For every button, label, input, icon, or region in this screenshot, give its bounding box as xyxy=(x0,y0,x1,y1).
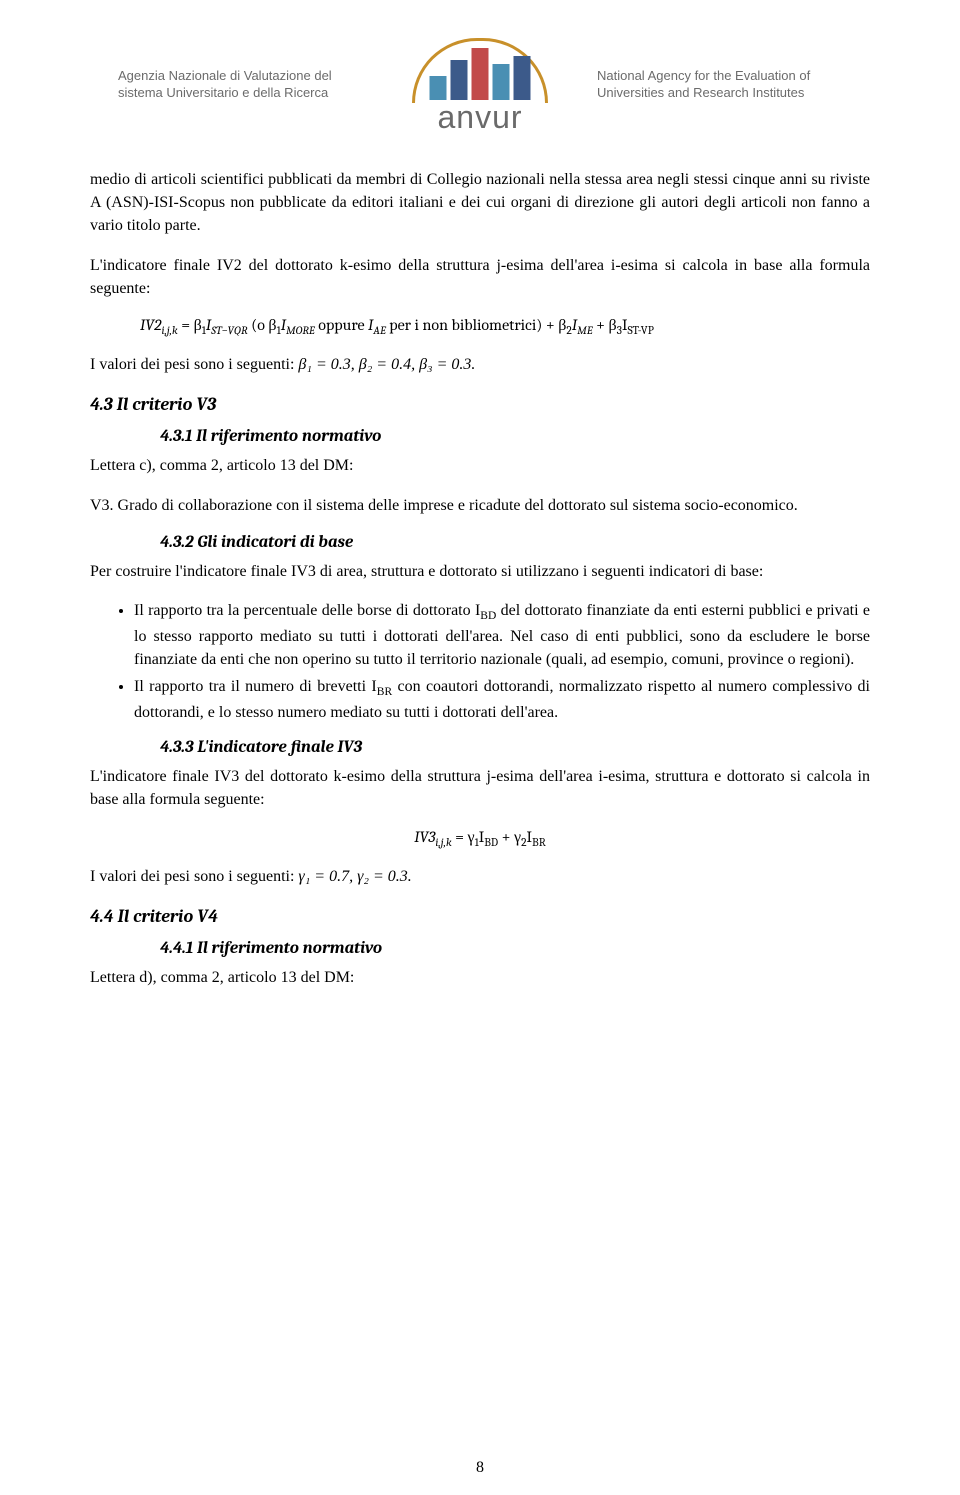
b1-a: Il rapporto tra la percentuale delle bor… xyxy=(134,602,480,619)
heading-4-3-3: 4.3.3 L'indicatore finale IV3 xyxy=(160,738,870,757)
heading-4-3-2: 4.3.2 Gli indicatori di base xyxy=(160,533,870,552)
f1-rest1: per i non bibliometrici) + β xyxy=(386,316,567,334)
header-right-line2: Universities and Research Institutes xyxy=(597,85,804,100)
f2-eq: = γ xyxy=(452,828,475,846)
bullet-list: Il rapporto tra la percentuale delle bor… xyxy=(90,599,870,724)
b2-sub: BR xyxy=(377,686,392,698)
v3-text: V3. Grado di collaborazione con il siste… xyxy=(90,494,870,517)
iv3-final-text: L'indicatore finale IV3 del dottorato k-… xyxy=(90,765,870,811)
page-number: 8 xyxy=(0,1459,960,1477)
heading-4-4: 4.4 Il criterio V4 xyxy=(90,906,870,927)
heading-4-4-1: 4.4.1 Il riferimento normativo xyxy=(160,939,870,958)
header-left-line1: Agenzia Nazionale di Valutazione del xyxy=(118,68,332,83)
f1-eq: = β xyxy=(178,316,202,334)
f1-i1sub: ST−VQR xyxy=(211,324,247,337)
f1-istsub: ST-VP xyxy=(627,324,653,337)
b1-sub: BD xyxy=(480,610,496,622)
f2-prefix: IV3 xyxy=(414,828,435,846)
f1-imoresub: MORE xyxy=(286,324,315,337)
paragraph-2: L'indicatore finale IV2 del dottorato k-… xyxy=(90,254,870,300)
logo-bar-3 xyxy=(472,48,489,100)
lettera-d: Lettera d), comma 2, articolo 13 del DM: xyxy=(90,966,870,989)
logo-text: anvur xyxy=(375,99,585,136)
f1-o: (o β xyxy=(248,316,277,334)
f2-ibrsub: BR xyxy=(532,836,546,849)
document-page: Agenzia Nazionale di Valutazione del sis… xyxy=(0,0,960,1495)
f2-ibdsub: BD xyxy=(484,836,498,849)
logo-bar-2 xyxy=(451,60,468,100)
formula-iv3: IV3i,j,k = γ1IBD + γ2IBR xyxy=(90,828,870,849)
page-header: Agenzia Nazionale di Valutazione del sis… xyxy=(90,30,870,140)
heading-4-3: 4.3 Il criterio V3 xyxy=(90,394,870,415)
iv3-intro: Per costruire l'indicatore finale IV3 di… xyxy=(90,560,870,583)
b2-a: Il rapporto tra il numero di brevetti I xyxy=(134,678,377,695)
f1-iaesub: AE xyxy=(373,324,385,337)
pesi2-vals: γ₁ = 0.7, γ₂ = 0.3. xyxy=(298,868,411,885)
header-right-text: National Agency for the Evaluation of Un… xyxy=(597,68,842,102)
logo-bar-4 xyxy=(493,64,510,100)
f2-sub: i,j,k xyxy=(435,836,451,849)
header-left-text: Agenzia Nazionale di Valutazione del sis… xyxy=(118,68,363,102)
f1-plus: + β xyxy=(593,316,617,334)
pesi-iv2: I valori dei pesi sono i seguenti: β₁ = … xyxy=(90,353,870,376)
pesi2-intro: I valori dei pesi sono i seguenti: xyxy=(90,868,298,885)
pesi-vals: β₁ = 0.3, β₂ = 0.4, β₃ = 0.3. xyxy=(298,356,475,373)
paragraph-1: medio di articoli scientifici pubblicati… xyxy=(90,168,870,238)
logo-bar-5 xyxy=(514,56,531,100)
logo-bar-1 xyxy=(430,76,447,100)
formula-iv2: IV2i,j,k = β1IST−VQR (o β1IMORE oppure I… xyxy=(140,316,870,337)
bullet-2: Il rapporto tra il numero di brevetti IB… xyxy=(134,675,870,724)
f1-sub: i,j,k xyxy=(161,324,177,337)
pesi-iv3: I valori dei pesi sono i seguenti: γ₁ = … xyxy=(90,865,870,888)
pesi-intro: I valori dei pesi sono i seguenti: xyxy=(90,356,298,373)
logo-bars xyxy=(430,48,531,100)
f2-plus: + γ xyxy=(498,828,521,846)
header-left-line2: sistema Universitario e della Ricerca xyxy=(118,85,328,100)
bullet-1: Il rapporto tra la percentuale delle bor… xyxy=(134,599,870,671)
f1-imesub: ME xyxy=(577,324,592,337)
f1-prefix: IV2 xyxy=(140,316,161,334)
header-right-line1: National Agency for the Evaluation of xyxy=(597,68,810,83)
heading-4-3-1: 4.3.1 Il riferimento normativo xyxy=(160,427,870,446)
anvur-logo: anvur xyxy=(375,30,585,140)
lettera-c: Lettera c), comma 2, articolo 13 del DM: xyxy=(90,454,870,477)
f1-oppure: oppure xyxy=(315,316,368,334)
